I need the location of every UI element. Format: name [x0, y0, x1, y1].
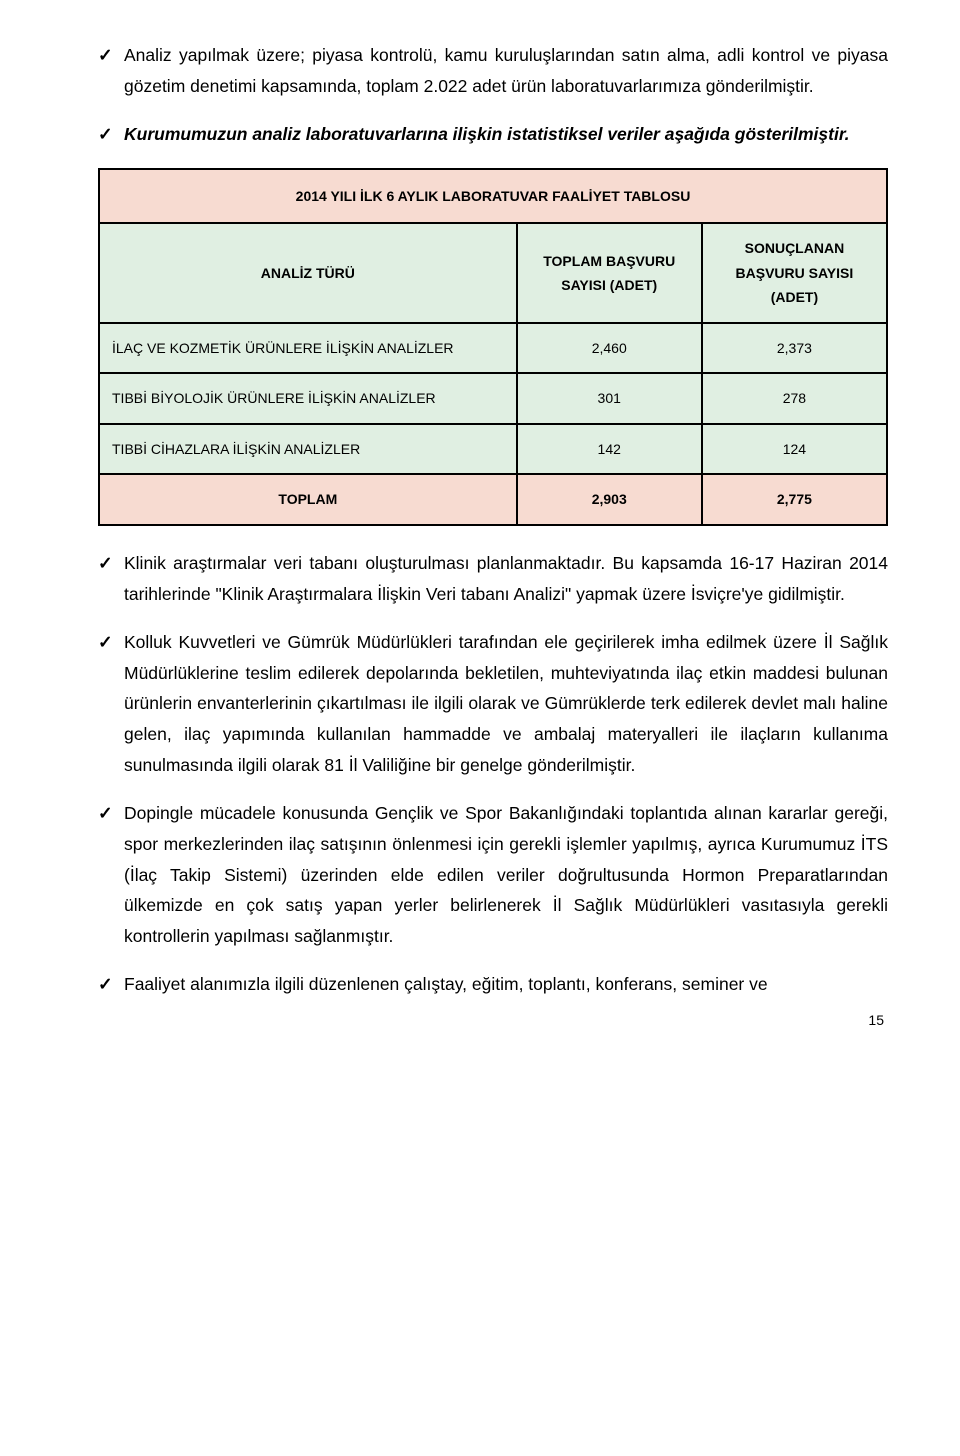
row-c1: 301 — [517, 373, 702, 424]
row-c2: 278 — [702, 373, 887, 424]
check-icon: ✓ — [98, 548, 113, 579]
check-icon: ✓ — [98, 40, 113, 71]
row-c2: 2,373 — [702, 323, 887, 374]
check-icon: ✓ — [98, 798, 113, 829]
table-header-2: TOPLAM BAŞVURU SAYISI (ADET) — [517, 223, 702, 323]
paragraph-6-text: Faaliyet alanımızla ilgili düzenlenen ça… — [124, 974, 768, 994]
paragraph-3: ✓ Klinik araştırmalar veri tabanı oluştu… — [98, 548, 888, 609]
table-title: 2014 YILI İLK 6 AYLIK LABORATUVAR FAALİY… — [99, 169, 887, 224]
paragraph-4-text: Kolluk Kuvvetleri ve Gümrük Müdürlükleri… — [124, 632, 888, 775]
table-header-1: ANALİZ TÜRÜ — [99, 223, 517, 323]
row-c1: 142 — [517, 424, 702, 475]
paragraph-2: ✓ Kurumumuzun analiz laboratuvarlarına i… — [98, 119, 888, 150]
check-icon: ✓ — [98, 119, 113, 150]
paragraph-1: ✓ Analiz yapılmak üzere; piyasa kontrolü… — [98, 40, 888, 101]
row-label: TIBBİ CİHAZLARA İLİŞKİN ANALİZLER — [99, 424, 517, 475]
check-icon: ✓ — [98, 969, 113, 1000]
paragraph-1-text: Analiz yapılmak üzere; piyasa kontrolü, … — [124, 45, 888, 96]
total-c2: 2,775 — [702, 474, 887, 525]
row-label: TIBBİ BİYOLOJİK ÜRÜNLERE İLİŞKİN ANALİZL… — [99, 373, 517, 424]
paragraph-4: ✓ Kolluk Kuvvetleri ve Gümrük Müdürlükle… — [98, 627, 888, 780]
row-label: İLAÇ VE KOZMETİK ÜRÜNLERE İLİŞKİN ANALİZ… — [99, 323, 517, 374]
total-label: TOPLAM — [99, 474, 517, 525]
paragraph-3-text: Klinik araştırmalar veri tabanı oluşturu… — [124, 553, 888, 604]
paragraph-2-text: Kurumumuzun analiz laboratuvarlarına ili… — [124, 124, 850, 144]
table-row: TIBBİ BİYOLOJİK ÜRÜNLERE İLİŞKİN ANALİZL… — [99, 373, 887, 424]
table-header-3: SONUÇLANAN BAŞVURU SAYISI (ADET) — [702, 223, 887, 323]
page-number: 15 — [98, 1008, 888, 1033]
row-c2: 124 — [702, 424, 887, 475]
table-row: İLAÇ VE KOZMETİK ÜRÜNLERE İLİŞKİN ANALİZ… — [99, 323, 887, 374]
total-c1: 2,903 — [517, 474, 702, 525]
paragraph-5: ✓ Dopingle mücadele konusunda Gençlik ve… — [98, 798, 888, 951]
paragraph-6: ✓ Faaliyet alanımızla ilgili düzenlenen … — [98, 969, 888, 1000]
table-row: TIBBİ CİHAZLARA İLİŞKİN ANALİZLER 142 12… — [99, 424, 887, 475]
table-header-row: ANALİZ TÜRÜ TOPLAM BAŞVURU SAYISI (ADET)… — [99, 223, 887, 323]
check-icon: ✓ — [98, 627, 113, 658]
row-c1: 2,460 — [517, 323, 702, 374]
table-total-row: TOPLAM 2,903 2,775 — [99, 474, 887, 525]
table-title-row: 2014 YILI İLK 6 AYLIK LABORATUVAR FAALİY… — [99, 169, 887, 224]
lab-stats-table: 2014 YILI İLK 6 AYLIK LABORATUVAR FAALİY… — [98, 168, 888, 526]
paragraph-5-text: Dopingle mücadele konusunda Gençlik ve S… — [124, 803, 888, 946]
